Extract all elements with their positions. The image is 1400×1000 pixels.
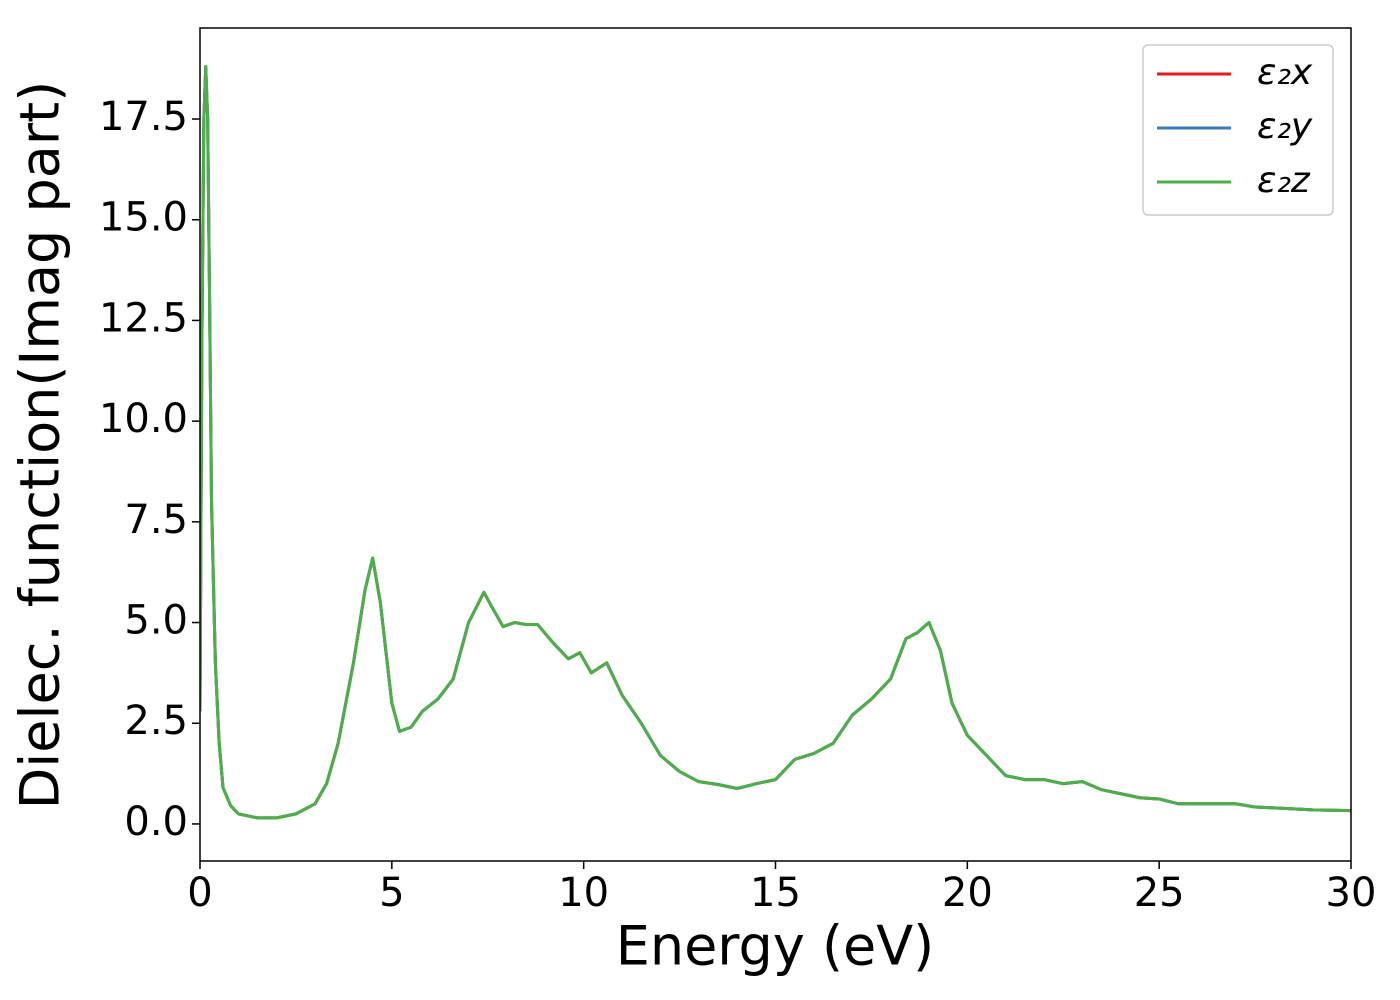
legend-label: ε₂y: [1257, 106, 1313, 147]
x-axis-label: Energy (eV): [616, 915, 935, 978]
x-tick-label: 30: [1326, 870, 1377, 916]
x-tick-label: 20: [942, 870, 993, 916]
legend-box: [1142, 44, 1334, 216]
y-tick-label: 2.5: [124, 698, 188, 744]
y-tick-label: 17.5: [99, 94, 188, 140]
x-tick-label: 10: [558, 870, 609, 916]
y-tick-label: 7.5: [124, 497, 188, 543]
legend-label: ε₂z: [1257, 160, 1311, 201]
legend-label: ε₂x: [1257, 52, 1313, 93]
y-tick-label: 10.0: [99, 396, 188, 442]
x-tick-label: 0: [187, 870, 212, 916]
y-tick-label: 5.0: [124, 598, 188, 644]
x-tick-label: 15: [750, 870, 801, 916]
x-tick-label: 25: [1134, 870, 1185, 916]
series-line: [200, 65, 1351, 820]
y-tick-label: 0.0: [124, 799, 188, 845]
y-axis-label: Dielec. function(Imag part): [9, 81, 72, 810]
y-tick-label: 15.0: [99, 195, 188, 241]
plot-frame: [199, 27, 1352, 862]
y-tick-label: 12.5: [99, 295, 188, 341]
x-tick-label: 5: [379, 870, 404, 916]
